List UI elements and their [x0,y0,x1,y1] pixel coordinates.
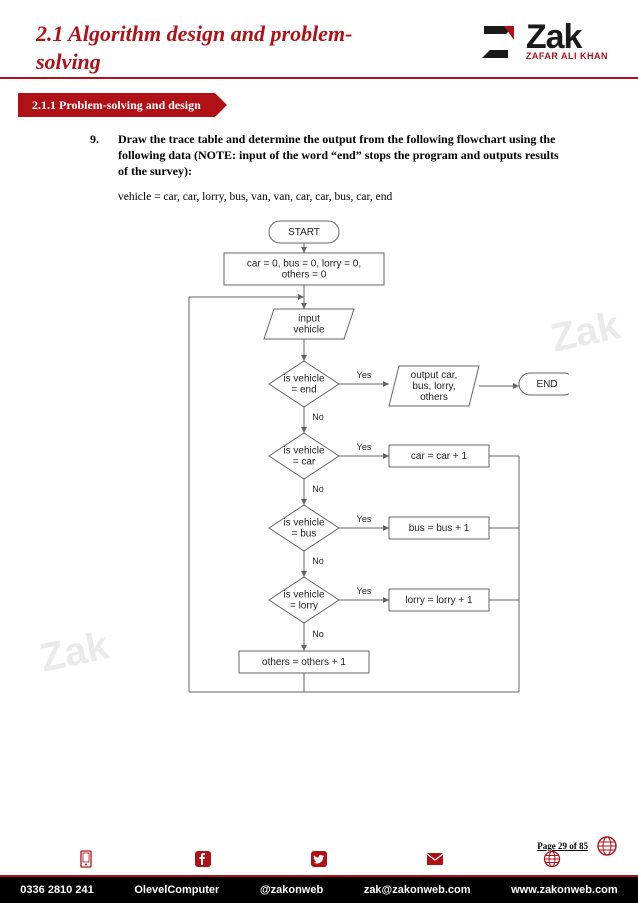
page-title: 2.1 Algorithm design and problem-solving [36,20,356,75]
header: 2.1 Algorithm design and problem-solving… [0,0,638,75]
phone-icon [77,850,95,868]
svg-text:lorry = lorry + 1: lorry = lorry + 1 [405,595,473,606]
logo: Zak ZAFAR ALI KHAN [478,20,608,62]
footer-label: OlevelComputer [134,884,219,896]
footer-label: www.zakonweb.com [511,884,618,896]
footer-label: @zakonweb [260,884,323,896]
svg-text:END: END [536,379,557,390]
footer-label: 0336 2810 241 [20,884,93,896]
logo-sub: ZAFAR ALI KHAN [526,52,608,60]
svg-text:bus = bus + 1: bus = bus + 1 [409,523,470,534]
title-underline [0,77,638,79]
globe-icon [596,835,618,857]
svg-text:No: No [312,484,324,494]
logo-text: Zak ZAFAR ALI KHAN [526,22,608,61]
footer-icons [0,847,638,875]
svg-text:Yes: Yes [357,586,372,596]
page-number: Page 29 of 85 [537,841,588,851]
facebook-icon [194,850,212,868]
svg-text:others = others + 1: others = others + 1 [262,657,346,668]
page: Zak Zak 2.1 Algorithm design and problem… [0,0,638,903]
svg-text:START: START [288,227,320,238]
svg-text:No: No [312,556,324,566]
web-icon [543,850,561,868]
flowchart: STARTcar = 0, bus = 0, lorry = 0,others … [69,211,569,721]
flowchart-container: STARTcar = 0, bus = 0, lorry = 0,others … [0,211,638,721]
footer-bar: 0336 2810 241 OlevelComputer @zakonweb zak@… [0,877,638,903]
subheader: 2.1.1 Problem-solving and design [0,93,638,117]
question-data: vehicle = car, car, lorry, bus, van, van… [118,190,568,206]
footer: Page 29 of 85 0336 2810 241OlevelCompute… [0,847,638,903]
svg-text:No: No [312,629,324,639]
question: 9. Draw the trace table and determine th… [0,117,638,205]
svg-text:No: No [312,412,324,422]
svg-text:Yes: Yes [357,514,372,524]
question-text: Draw the trace table and determine the o… [118,131,568,180]
section-label: 2.1.1 Problem-solving and design [18,93,215,117]
svg-text:car = car + 1: car = car + 1 [411,451,468,462]
logo-name: Zak [526,22,582,53]
footer-label: zak@zakonweb.com [364,884,471,896]
twitter-icon [310,850,328,868]
question-number: 9. [90,131,108,180]
title-block: 2.1 Algorithm design and problem-solving [36,20,356,75]
svg-text:Yes: Yes [357,442,372,452]
svg-text:Yes: Yes [357,370,372,380]
logo-icon [478,20,520,62]
email-icon [426,850,444,868]
